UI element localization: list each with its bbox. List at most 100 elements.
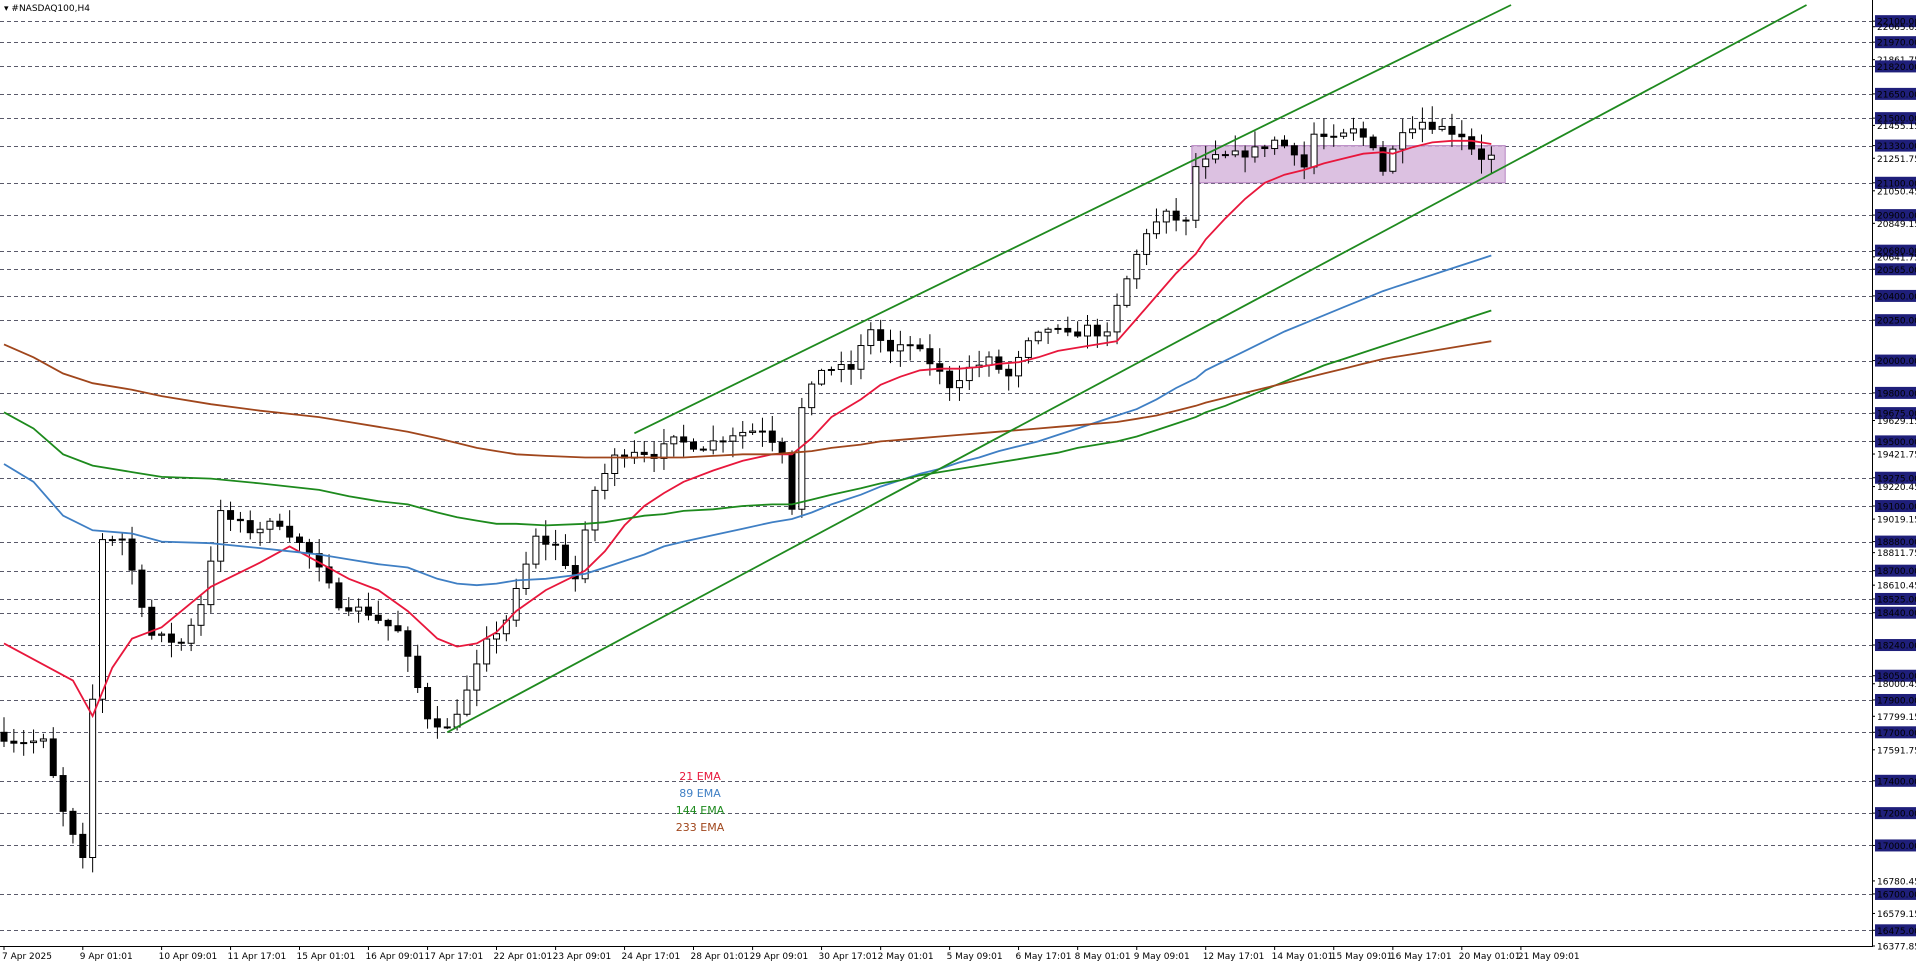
price-tag <box>1875 209 1916 222</box>
candle-body <box>926 348 934 365</box>
time-label: 7 Apr 2025 <box>2 952 52 962</box>
candle-body <box>79 833 87 859</box>
symbol-text: #NASDAQ100,H4 <box>11 4 90 14</box>
candle-body <box>20 742 28 745</box>
price-label: 21820.00 <box>1877 63 1916 73</box>
price-label: 16700.00 <box>1877 890 1916 900</box>
price-tag <box>1875 564 1916 577</box>
candle-body <box>197 604 205 626</box>
price-label: 21650.00 <box>1877 90 1916 100</box>
price-tag <box>1875 669 1916 682</box>
candle <box>187 618 195 652</box>
ema-line <box>3 309 1492 527</box>
candle <box>1320 118 1328 150</box>
candle <box>167 622 175 658</box>
candle-body <box>138 569 146 608</box>
candle-body <box>187 624 195 644</box>
candle-body <box>1409 128 1417 134</box>
candle <box>108 535 116 546</box>
time-label: 28 Apr 01:01 <box>691 952 750 962</box>
candle-body <box>522 563 530 589</box>
price-label: 20565.00 <box>1877 266 1916 276</box>
candle-body <box>778 441 786 454</box>
candle-body <box>896 344 904 352</box>
candle-body <box>404 630 412 657</box>
price-label: 20400.00 <box>1877 292 1916 302</box>
ema-legend: 21 EMA 89 EMA 144 EMA 233 EMA <box>676 770 725 834</box>
candle-body <box>39 738 47 742</box>
price-tag <box>1875 887 1916 900</box>
candle-body <box>601 472 609 491</box>
candle-body <box>1369 136 1377 149</box>
price-label: 17200.00 <box>1877 810 1916 820</box>
candle <box>561 534 569 570</box>
candle <box>630 440 638 464</box>
candle <box>729 427 737 458</box>
candle-body <box>1024 340 1032 358</box>
price-tag <box>1875 606 1916 619</box>
candle <box>286 510 294 542</box>
candle <box>542 520 550 561</box>
candle <box>660 428 668 470</box>
candle-body <box>1320 133 1328 137</box>
candle-body <box>227 510 235 520</box>
candle-body <box>1113 304 1121 333</box>
candle <box>1271 136 1279 155</box>
price-tag <box>1875 244 1916 257</box>
price-label: 20250.00 <box>1877 317 1916 327</box>
candle <box>749 423 757 435</box>
candle-body <box>256 528 264 534</box>
candle-body <box>1093 324 1101 337</box>
candle-body <box>266 520 274 530</box>
price-label: 17700.00 <box>1877 729 1916 739</box>
time-label: 22 Apr 01:01 <box>494 952 553 962</box>
price-label: 19421.75 <box>1877 451 1916 461</box>
candle-body <box>424 686 432 720</box>
candle <box>1084 315 1091 349</box>
candle <box>1340 128 1348 139</box>
price-tag <box>1875 435 1916 448</box>
candle-body <box>1143 233 1151 255</box>
candle <box>1113 293 1121 345</box>
price-tag <box>1875 386 1916 399</box>
candle <box>1034 330 1042 345</box>
price-label: 21500.00 <box>1877 115 1916 125</box>
candle <box>1172 198 1180 232</box>
dropdown-triangle-icon[interactable]: ▾ <box>4 4 9 14</box>
candle <box>1349 117 1357 141</box>
candle-body <box>335 582 343 609</box>
candle <box>414 644 422 693</box>
candle <box>512 578 520 627</box>
candle <box>995 349 1003 374</box>
ema-lines <box>3 139 1492 719</box>
price-label: 16579.15 <box>1877 910 1916 920</box>
candle-body <box>867 329 875 347</box>
candle-body <box>1399 132 1407 150</box>
candle <box>59 767 67 827</box>
candle-body <box>857 345 865 370</box>
candle-body <box>1428 121 1436 130</box>
candle-body <box>1379 147 1387 172</box>
candle-body <box>758 430 766 433</box>
candle <box>670 434 678 457</box>
price-label: 20900.00 <box>1877 212 1916 222</box>
price-label: 19220.45 <box>1877 483 1916 493</box>
candle <box>906 336 914 361</box>
candle <box>709 425 717 455</box>
candle-body <box>936 363 944 372</box>
candle-body <box>10 740 18 744</box>
candle <box>39 733 47 749</box>
candle <box>128 526 136 585</box>
candle-body <box>493 633 500 640</box>
price-label: 19500.00 <box>1877 438 1916 448</box>
candle-body <box>1349 128 1357 134</box>
price-tag <box>1875 592 1916 605</box>
candle <box>1290 142 1298 166</box>
candle <box>975 350 983 378</box>
candle-body <box>1034 331 1042 342</box>
candle-body <box>768 430 776 443</box>
candle-body <box>1182 219 1190 222</box>
candle-body <box>680 436 688 443</box>
